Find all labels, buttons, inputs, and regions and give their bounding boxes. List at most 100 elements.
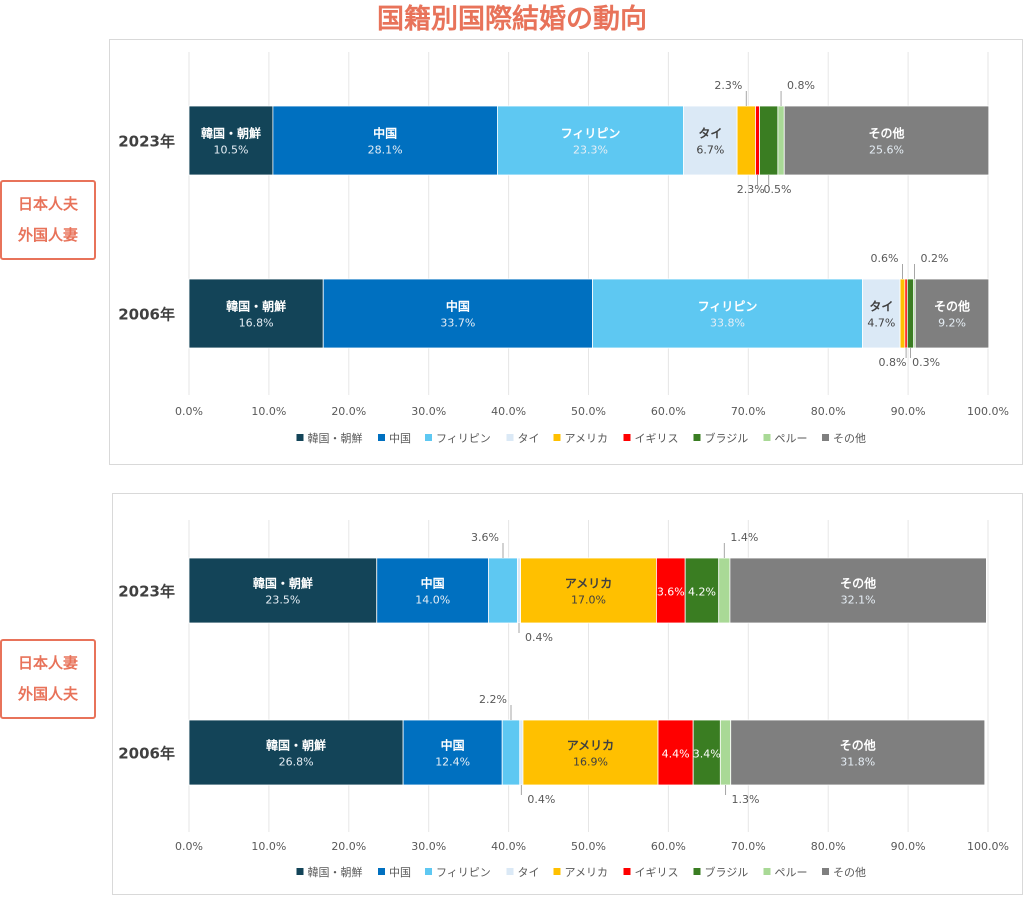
data-label: 25.6% bbox=[869, 144, 904, 157]
data-label: 4.4% bbox=[662, 748, 690, 761]
bar-segment-e99f93e59bbde383bbe69c9d bbox=[188, 278, 324, 349]
data-label: 23.3% bbox=[573, 144, 608, 157]
legend-swatch-e382bfe382a4 bbox=[506, 434, 514, 441]
category-label: 2023年 bbox=[118, 583, 175, 601]
data-label: 6.7% bbox=[696, 144, 724, 157]
legend-label: ペルー bbox=[775, 866, 808, 879]
x-tick-label: 10.0% bbox=[251, 840, 286, 853]
segment-name-label: 韓国・朝鮮 bbox=[226, 299, 286, 314]
bar-segment-e4b8ade59bbd bbox=[376, 557, 490, 624]
legend-swatch-e38396e383a9e382b8e383ab bbox=[693, 868, 701, 875]
data-label: 31.8% bbox=[840, 756, 875, 769]
bar-segment-e382a4e382aee383aae382b9 bbox=[755, 105, 760, 176]
data-label-outside: 1.4% bbox=[730, 531, 758, 544]
segment-name-label: 中国 bbox=[421, 576, 445, 591]
legend-label: ブラジル bbox=[705, 431, 749, 445]
bar-segment-e3819de381aee4bb96 bbox=[730, 719, 986, 786]
side-label-wife-husband: 日本人妻 外国人夫 bbox=[0, 639, 96, 719]
bar-segment-e382a2e383a1e383aae382ab bbox=[736, 105, 756, 176]
bar-segment-e3839ae383abe383bc bbox=[718, 557, 731, 624]
data-label: 17.0% bbox=[571, 594, 606, 607]
bar-segment-e99f93e59bbde383bbe69c9d bbox=[188, 105, 274, 176]
data-label: 12.4% bbox=[435, 756, 470, 769]
legend-swatch-e382a4e382aee383aae382b9 bbox=[623, 868, 631, 875]
bar-segment-e38395e382a3e383aae38394 bbox=[501, 719, 521, 786]
segment-name-label: タイ bbox=[869, 300, 893, 314]
legend-label: アメリカ bbox=[565, 432, 608, 445]
x-tick-label: 80.0% bbox=[811, 840, 846, 853]
legend-label: 韓国・朝鮮 bbox=[308, 865, 363, 879]
bar-segment-e382a4e382aee383aae382b9 bbox=[657, 719, 694, 786]
bar-segment-e382a2e383a1e383aae382ab bbox=[899, 278, 906, 349]
data-label: 33.8% bbox=[710, 317, 745, 330]
segment-name-label: フィリピン bbox=[698, 300, 758, 314]
data-label-outside: 1.3% bbox=[732, 793, 760, 806]
legend-swatch-e38395e382a3e383aae38394 bbox=[425, 868, 432, 875]
bar-segment-e3819de381aee4bb96 bbox=[914, 278, 990, 349]
segment-name-label: 中国 bbox=[446, 299, 470, 314]
x-tick-label: 80.0% bbox=[811, 405, 846, 418]
legend-swatch-e99f93e59bbde383bbe69c9d bbox=[296, 868, 304, 875]
x-tick-label: 40.0% bbox=[491, 405, 526, 418]
legend-swatch-e3839ae383abe383bc bbox=[763, 434, 771, 441]
x-tick-label: 10.0% bbox=[251, 405, 286, 418]
x-tick-label: 30.0% bbox=[411, 840, 446, 853]
legend-label: アメリカ bbox=[565, 866, 608, 879]
legend-label: 中国 bbox=[389, 432, 411, 445]
data-label-outside: 0.2% bbox=[920, 252, 948, 265]
bar-segment-e38396e383a9e382b8e383ab bbox=[692, 719, 721, 786]
category-label: 2023年 bbox=[118, 133, 175, 151]
legend-swatch-e382a4e382aee383aae382b9 bbox=[623, 434, 631, 441]
side-label-line-1: 日本人妻 bbox=[17, 654, 78, 672]
data-label-outside: 0.8% bbox=[787, 79, 815, 92]
legend-label: タイ bbox=[518, 432, 540, 445]
data-label: 16.8% bbox=[239, 317, 274, 330]
segment-name-label: 中国 bbox=[373, 126, 397, 141]
bar-segment-e3819de381aee4bb96 bbox=[783, 105, 990, 176]
bar-segment-e382bfe382a4 bbox=[516, 557, 521, 624]
bar-segment-e38395e382a3e383aae38394 bbox=[497, 105, 684, 176]
bar-segment-e3839ae383abe383bc bbox=[719, 719, 732, 786]
segment-name-label: フィリピン bbox=[561, 127, 621, 141]
bar-segment-e382a2e383a1e383aae382ab bbox=[520, 557, 657, 624]
legend-label: フィリピン bbox=[436, 432, 491, 445]
category-label: 2006年 bbox=[118, 306, 175, 324]
data-label-outside: 2.2% bbox=[479, 693, 507, 706]
data-label-outside: 0.4% bbox=[525, 631, 553, 644]
x-tick-label: 0.0% bbox=[175, 405, 203, 418]
segment-name-label: 中国 bbox=[441, 738, 465, 753]
bar-segment-e38396e383a9e382b8e383ab bbox=[759, 105, 779, 176]
data-label-outside: 2.3% bbox=[714, 79, 742, 92]
legend-label: イギリス bbox=[635, 866, 679, 879]
legend-swatch-e3819de381aee4bb96 bbox=[822, 434, 829, 441]
segment-name-label: 韓国・朝鮮 bbox=[253, 576, 313, 591]
legend-swatch-e382a2e383a1e383aae382ab bbox=[553, 868, 561, 875]
segment-name-label: その他 bbox=[840, 576, 876, 591]
x-tick-label: 20.0% bbox=[331, 405, 366, 418]
data-label-outside: 0.3% bbox=[912, 356, 940, 369]
data-label: 3.4% bbox=[693, 748, 721, 761]
legend-label: ペルー bbox=[775, 432, 808, 445]
data-label-outside: 2.3% bbox=[737, 183, 765, 196]
x-tick-label: 70.0% bbox=[731, 840, 766, 853]
bar-segment-e382bfe382a4 bbox=[683, 105, 738, 176]
segment-name-label: その他 bbox=[934, 299, 970, 314]
legend-label: その他 bbox=[833, 432, 866, 445]
segment-name-label: タイ bbox=[698, 127, 722, 141]
bar-segment-e38395e382a3e383aae38394 bbox=[592, 278, 863, 349]
legend-label: イギリス bbox=[635, 432, 679, 445]
data-label-outside: 0.5% bbox=[763, 183, 791, 196]
data-label: 26.8% bbox=[279, 756, 314, 769]
segment-name-label: その他 bbox=[840, 738, 876, 753]
legend-swatch-e382bfe382a4 bbox=[506, 868, 514, 875]
segment-name-label: アメリカ bbox=[567, 739, 614, 753]
x-tick-label: 0.0% bbox=[175, 840, 203, 853]
legend-label: タイ bbox=[518, 866, 540, 879]
data-label-outside: 0.4% bbox=[527, 793, 555, 806]
legend-swatch-e3819de381aee4bb96 bbox=[822, 868, 829, 875]
bar-segment-e382bfe382a4 bbox=[519, 719, 524, 786]
bar-segment-e4b8ade59bbd bbox=[272, 105, 498, 176]
data-label-outside: 0.8% bbox=[879, 356, 907, 369]
bar-segment-e382bfe382a4 bbox=[862, 278, 901, 349]
bar-segment-e382a4e382aee383aae382b9 bbox=[656, 557, 686, 624]
